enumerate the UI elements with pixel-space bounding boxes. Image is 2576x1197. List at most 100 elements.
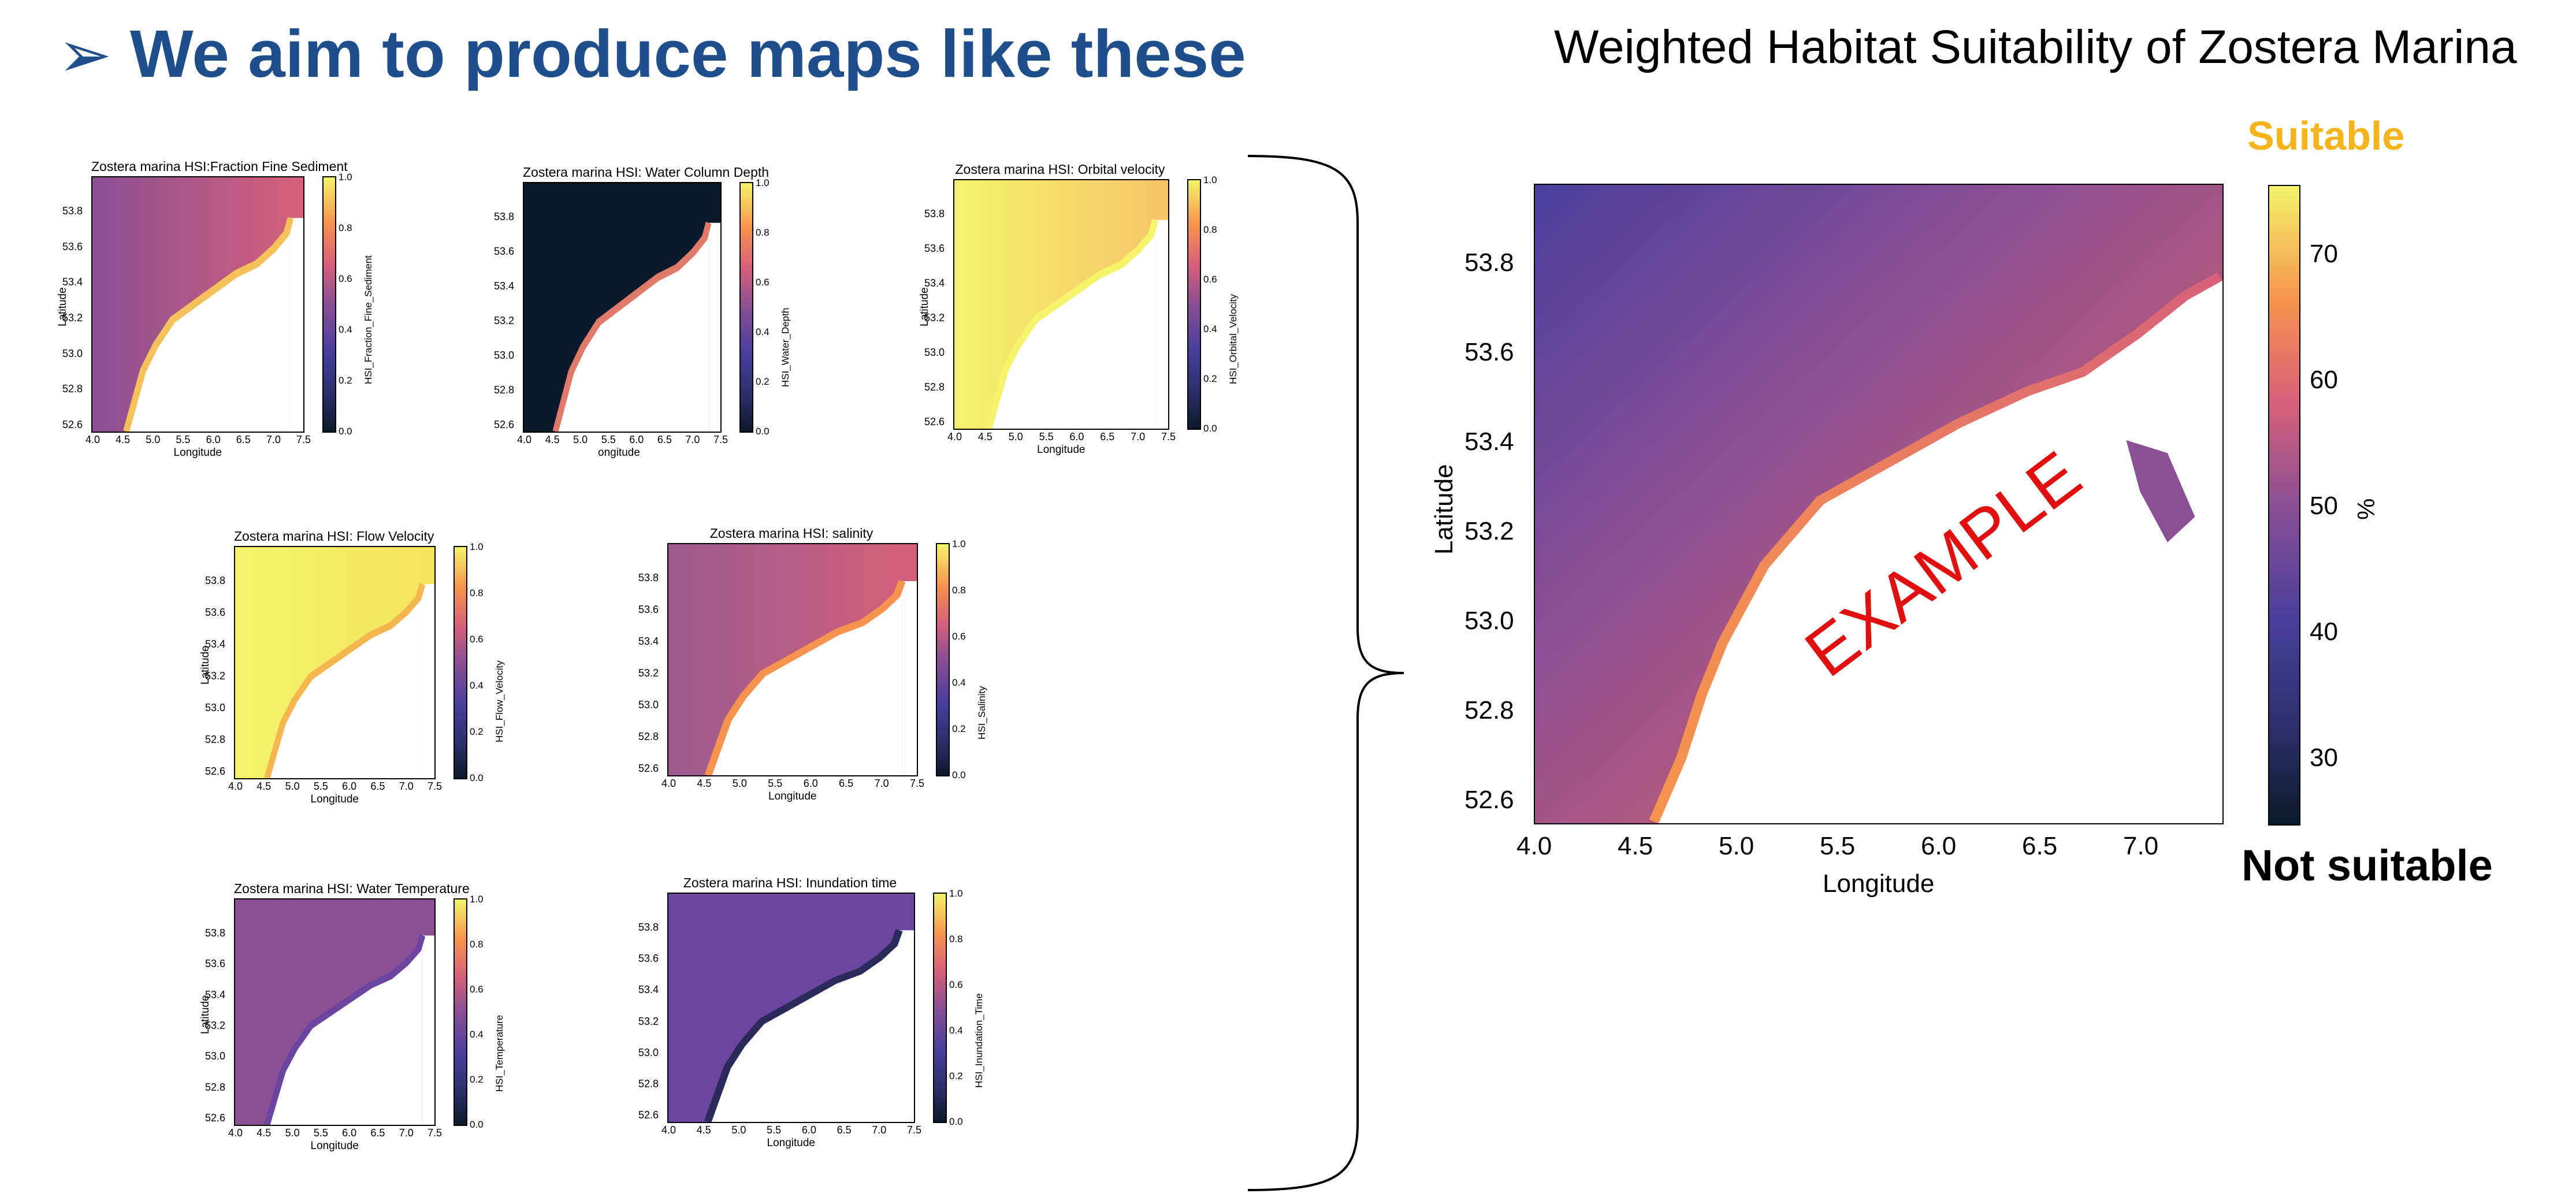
main-map-plot	[1534, 184, 2224, 824]
main-colorbar-tick-label: 70	[2310, 240, 2338, 268]
main-colorbar-tick-label: 40	[2310, 618, 2338, 646]
y-tick-label: 52.6	[638, 1109, 659, 1121]
y-tick-label: 52.6	[924, 416, 945, 428]
x-tick-label: 5.0	[1008, 431, 1023, 443]
y-tick-label: 53.6	[205, 607, 226, 618]
colorbar-tick-label: 0.0	[339, 426, 352, 437]
colorbar-label: HSI_Fraction_Fine_Sediment	[363, 255, 374, 384]
x-tick-label: 5.5	[313, 780, 328, 792]
colorbar-tick-label: 0.4	[470, 680, 484, 691]
x-tick-label: 5.0	[731, 1124, 746, 1136]
main-x-tick-label: 5.5	[1820, 832, 1856, 860]
colorbar-tick-label: 0.0	[470, 1119, 484, 1130]
y-tick-label: 53.0	[62, 347, 83, 359]
y-tick-label: 53.0	[638, 699, 659, 711]
colorbar-tick-label: 0.4	[339, 324, 352, 335]
colorbar-tick-label: 0.2	[470, 1074, 484, 1085]
y-tick-label: 53.4	[638, 984, 659, 996]
x-tick-label: 5.5	[768, 778, 783, 789]
y-tick-label: 53.2	[205, 670, 226, 682]
main-y-tick-label: 53.2	[1464, 517, 1514, 545]
x-tick-label: 6.5	[236, 434, 251, 445]
x-tick-label: 7.0	[1131, 431, 1146, 443]
main-y-tick-label: 53.4	[1464, 428, 1514, 456]
panel-colorbar	[936, 543, 950, 776]
x-tick-label: 5.0	[573, 434, 588, 445]
panel-colorbar	[739, 182, 753, 433]
y-tick-label: 53.2	[638, 1015, 659, 1027]
x-tick-label: 4.0	[517, 434, 532, 445]
colorbar-label: HSI_Inundation_Time	[973, 992, 984, 1088]
colorbar-tick-label: 0.8	[339, 222, 352, 233]
colorbar-tick-label: 0.8	[470, 588, 484, 598]
panel-map	[234, 898, 436, 1126]
colorbar-tick-label: 0.0	[756, 426, 770, 437]
panel-map	[667, 543, 918, 776]
y-tick-label: 53.4	[638, 635, 659, 647]
colorbar-tick-label: 0.6	[952, 631, 966, 642]
colorbar-tick-label: 1.0	[470, 894, 484, 905]
x-tick-label: 4.0	[947, 431, 962, 443]
x-tick-label: 4.0	[661, 1124, 676, 1136]
colorbar-tick-label: 0.2	[756, 376, 770, 387]
colorbar-label: HSI_Flow_Velocity	[494, 660, 505, 742]
y-tick-label: 53.0	[924, 347, 945, 358]
colorbar-tick-label: 0.2	[952, 723, 966, 734]
y-tick-label: 52.6	[205, 765, 226, 777]
panel-map	[234, 546, 436, 779]
main-y-tick-label: 53.6	[1464, 338, 1514, 366]
x-tick-label: 7.0	[399, 1127, 414, 1139]
y-tick-label: 53.8	[924, 208, 945, 220]
y-tick-label: 53.8	[205, 927, 226, 939]
y-tick-label: 53.6	[638, 604, 659, 615]
panel-title: Zostera marina HSI: Flow Velocity	[234, 529, 434, 544]
x-tick-label: 4.5	[977, 431, 993, 443]
colorbar-tick-label: 1.0	[756, 177, 770, 188]
x-tick-label: 6.0	[629, 434, 644, 445]
x-tick-label: 7.0	[872, 1124, 887, 1136]
panel-colorbar	[454, 546, 467, 779]
colorbar-tick-label: 1.0	[949, 888, 963, 899]
colorbar-tick-label: 1.0	[1203, 174, 1217, 185]
panel-colorbar	[1187, 179, 1201, 430]
main-x-tick-label: 4.5	[1618, 832, 1653, 860]
x-tick-label: 4.5	[696, 1124, 711, 1136]
y-tick-label: 53.8	[638, 572, 659, 583]
panel-title: Zostera marina HSI: Orbital velocity	[955, 162, 1165, 177]
colorbar-tick-label: 0.0	[470, 772, 484, 783]
y-tick-label: 52.8	[62, 383, 83, 395]
y-tick-label: 52.8	[638, 731, 659, 742]
colorbar-label: HSI_Temperature	[494, 1014, 505, 1092]
main-x-tick-label: 6.5	[2022, 832, 2058, 860]
main-colorbar-tick-label: 60	[2310, 366, 2338, 394]
colorbar-tick-label: 0.6	[756, 277, 770, 288]
colorbar-tick-label: 0.6	[1203, 274, 1217, 285]
y-tick-label: 52.6	[205, 1112, 226, 1124]
main-y-tick-label: 53.0	[1464, 607, 1514, 635]
x-tick-label: 6.5	[657, 434, 672, 445]
main-x-tick-label: 5.0	[1719, 832, 1754, 860]
colorbar-tick-label: 0.8	[756, 227, 770, 238]
main-x-tick-label: 6.0	[1921, 832, 1957, 860]
x-tick-label: 7.5	[907, 1124, 922, 1136]
colorbar-tick-label: 0.8	[952, 585, 966, 596]
x-tick-label: 5.5	[313, 1127, 328, 1139]
colorbar-tick-label: 0.6	[949, 979, 963, 990]
x-tick-label: 6.5	[370, 1127, 385, 1139]
colorbar-tick-label: 0.0	[949, 1116, 963, 1127]
x-tick-label: 4.5	[257, 1127, 272, 1139]
y-tick-label: 53.0	[638, 1046, 659, 1058]
panel-colorbar	[454, 898, 467, 1126]
colorbar-tick-label: 0.6	[339, 273, 352, 284]
colorbar-label: HSI_Salinity	[976, 686, 987, 739]
y-tick-label: 53.8	[205, 575, 226, 586]
main-map-graphic	[1535, 185, 2222, 823]
colorbar-tick-label: 0.8	[949, 934, 963, 945]
y-axis-label: Latitude	[199, 995, 211, 1034]
y-tick-label: 53.2	[494, 315, 515, 326]
colorbar-label: HSI_Orbital_Velocity	[1228, 294, 1239, 384]
x-tick-label: 5.5	[176, 434, 191, 445]
x-tick-label: 5.5	[1039, 431, 1054, 443]
colorbar-tick-label: 0.8	[1203, 224, 1217, 235]
main-y-tick-label: 52.8	[1464, 696, 1514, 724]
